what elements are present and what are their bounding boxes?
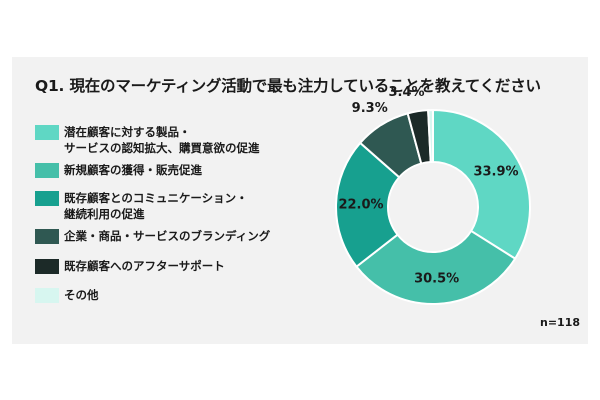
legend-item-retention: 既存顧客とのコミュニケーション・ 継続利用の促進 bbox=[35, 190, 248, 222]
donut-slice bbox=[335, 141, 401, 269]
slice-value-label: 30.5% bbox=[414, 271, 459, 286]
donut-hole bbox=[389, 163, 477, 251]
legend-label: 既存顧客とのコミュニケーション・ 継続利用の促進 bbox=[64, 191, 248, 221]
legend-item-aftersupport: 既存顧客へのアフターサポート bbox=[35, 258, 225, 274]
legend-swatch bbox=[35, 259, 59, 274]
donut-slice bbox=[355, 229, 517, 305]
sample-size-label: n=118 bbox=[540, 316, 581, 329]
donut-slice bbox=[432, 108, 531, 261]
donut-slices bbox=[335, 108, 531, 305]
legend-item-branding: 企業・商品・サービスのブランディング bbox=[35, 228, 270, 244]
legend-swatch bbox=[35, 229, 59, 244]
slice-value-label: 3.4% bbox=[388, 85, 424, 100]
legend-item-acquisition: 新規顧客の獲得・販売促進 bbox=[35, 162, 202, 178]
legend-label: 潜在顧客に対する製品・ サービスの認知拡大、購買意欲の促進 bbox=[64, 125, 260, 155]
legend-swatch bbox=[35, 125, 59, 140]
donut-slice bbox=[427, 108, 434, 164]
legend-label: 既存顧客へのアフターサポート bbox=[64, 259, 225, 273]
legend-label: 新規顧客の獲得・販売促進 bbox=[64, 163, 202, 177]
slice-value-label: 9.3% bbox=[352, 101, 388, 116]
legend-item-other: その他 bbox=[35, 287, 99, 303]
legend-label: その他 bbox=[64, 288, 99, 302]
legend-swatch bbox=[35, 191, 59, 206]
slice-value-label: 22.0% bbox=[338, 197, 383, 212]
donut-labels: 33.9% 30.5% 22.0% 9.3%3.4% bbox=[338, 85, 518, 286]
legend-item-awareness: 潜在顧客に対する製品・ サービスの認知拡大、購買意欲の促進 bbox=[35, 124, 260, 156]
legend-label: 企業・商品・サービスのブランディング bbox=[64, 229, 271, 243]
slice-value-label: 33.9% bbox=[473, 165, 518, 180]
chart-title: Q1. 現在のマーケティング活動で最も注力していることを教えてください bbox=[35, 77, 541, 95]
legend-swatch bbox=[35, 288, 59, 303]
legend-swatch bbox=[35, 163, 59, 178]
